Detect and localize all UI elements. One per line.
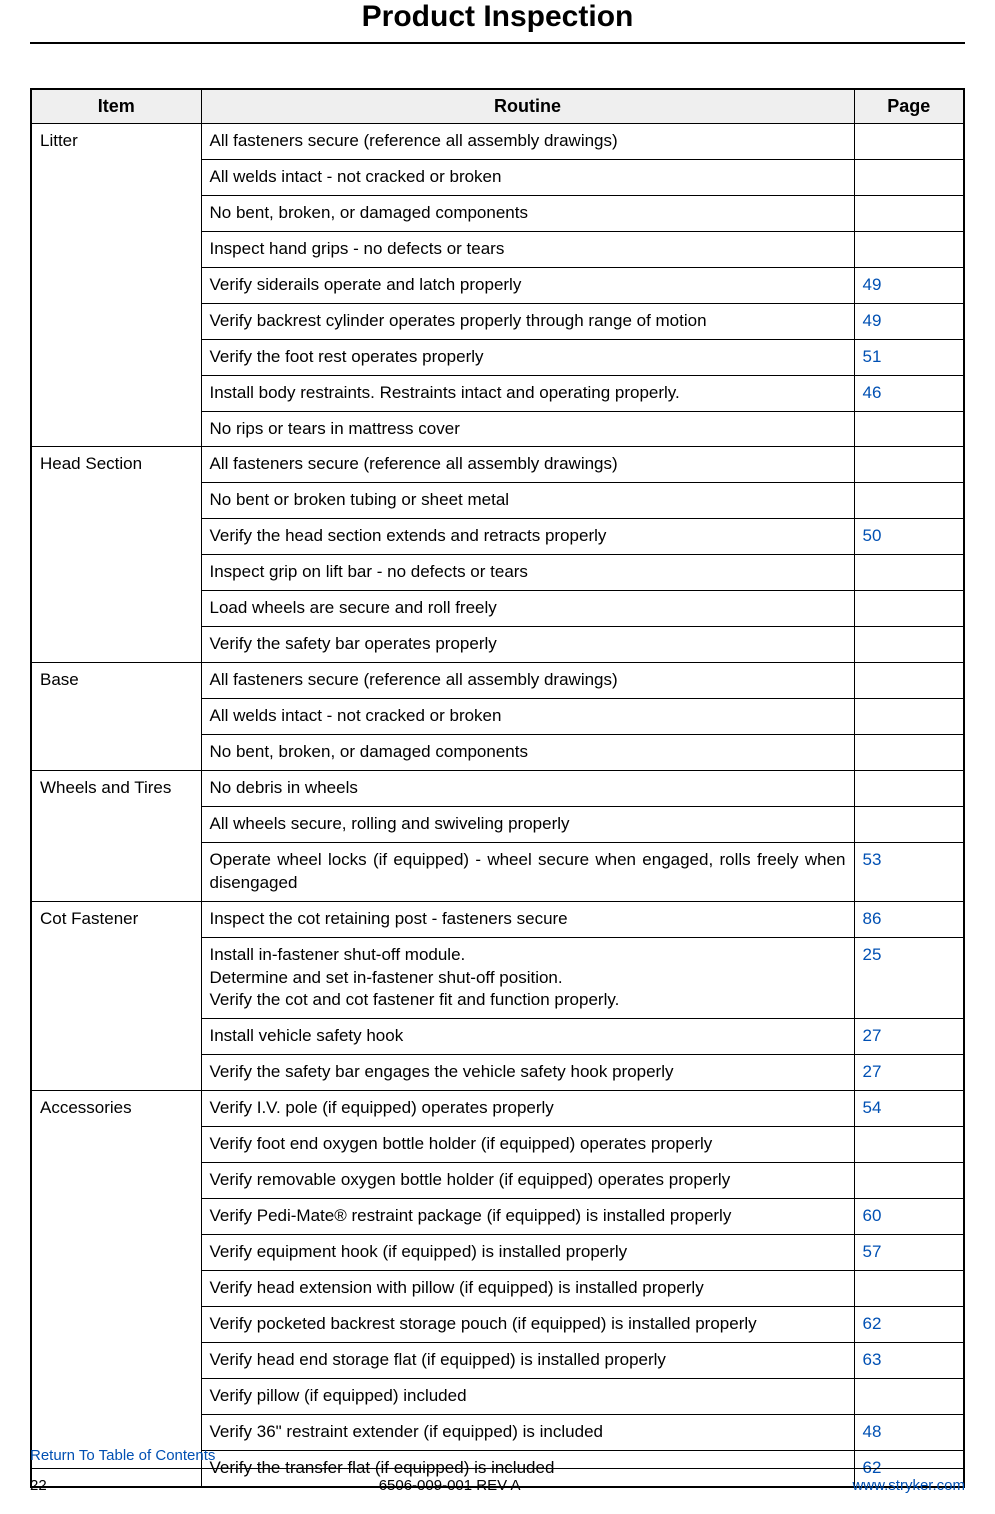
- page-cell: [854, 806, 964, 842]
- page-cell[interactable]: 54: [854, 1091, 964, 1127]
- toc-link[interactable]: Return To Table of Contents: [30, 1447, 965, 1469]
- routine-cell: Verify siderails operate and latch prope…: [201, 267, 854, 303]
- page-cell[interactable]: 63: [854, 1342, 964, 1378]
- page-cell[interactable]: 51: [854, 339, 964, 375]
- page-cell[interactable]: 86: [854, 901, 964, 937]
- routine-cell: Verify pocketed backrest storage pouch (…: [201, 1306, 854, 1342]
- routine-cell: Load wheels are secure and roll freely: [201, 591, 854, 627]
- page-cell: [854, 447, 964, 483]
- routine-cell: Inspect grip on lift bar - no defects or…: [201, 555, 854, 591]
- item-cell: Accessories: [31, 1091, 201, 1487]
- routine-cell: Verify head end storage flat (if equippe…: [201, 1342, 854, 1378]
- page-number: 22: [30, 1477, 47, 1494]
- routine-cell: No bent, broken, or damaged components: [201, 195, 854, 231]
- routine-cell: No bent, broken, or damaged components: [201, 734, 854, 770]
- page-cell[interactable]: 53: [854, 842, 964, 901]
- footer-row: 22 6506-009-001 REV A www.stryker.com: [30, 1477, 965, 1494]
- page-cell: [854, 1163, 964, 1199]
- page-footer: Return To Table of Contents 22 6506-009-…: [30, 1447, 965, 1494]
- table-row: AccessoriesVerify I.V. pole (if equipped…: [31, 1091, 964, 1127]
- page-cell: [854, 555, 964, 591]
- routine-cell: All welds intact - not cracked or broken: [201, 159, 854, 195]
- item-cell: Base: [31, 663, 201, 771]
- page-title: Product Inspection: [30, 0, 965, 42]
- page-cell: [854, 699, 964, 735]
- page-cell: [854, 1270, 964, 1306]
- routine-cell: No debris in wheels: [201, 770, 854, 806]
- page-cell: [854, 627, 964, 663]
- routine-cell: All fasteners secure (reference all asse…: [201, 447, 854, 483]
- page-cell: [854, 663, 964, 699]
- routine-cell: Verify the foot rest operates properly: [201, 339, 854, 375]
- page-cell[interactable]: 49: [854, 267, 964, 303]
- table-row: BaseAll fasteners secure (reference all …: [31, 663, 964, 699]
- page-cell: [854, 411, 964, 447]
- routine-cell: Verify Pedi-Mate® restraint package (if …: [201, 1199, 854, 1235]
- table-row: LitterAll fasteners secure (reference al…: [31, 124, 964, 160]
- routine-cell: Operate wheel locks (if equipped) - whee…: [201, 842, 854, 901]
- routine-cell: Install vehicle safety hook: [201, 1019, 854, 1055]
- item-cell: Head Section: [31, 447, 201, 663]
- page-cell[interactable]: 50: [854, 519, 964, 555]
- page-cell[interactable]: 62: [854, 1306, 964, 1342]
- routine-cell: Verify head extension with pillow (if eq…: [201, 1270, 854, 1306]
- routine-cell: All fasteners secure (reference all asse…: [201, 124, 854, 160]
- page-cell[interactable]: 27: [854, 1055, 964, 1091]
- routine-cell: All fasteners secure (reference all asse…: [201, 663, 854, 699]
- table-row: Wheels and TiresNo debris in wheels: [31, 770, 964, 806]
- page-cell[interactable]: 57: [854, 1235, 964, 1271]
- page-cell: [854, 231, 964, 267]
- routine-cell: Install in-fastener shut-off module. Det…: [201, 937, 854, 1019]
- item-cell: Cot Fastener: [31, 901, 201, 1091]
- page-cell: [854, 734, 964, 770]
- header-routine: Routine: [201, 89, 854, 124]
- page-cell: [854, 483, 964, 519]
- routine-cell: Verify I.V. pole (if equipped) operates …: [201, 1091, 854, 1127]
- routine-cell: Verify the safety bar engages the vehicl…: [201, 1055, 854, 1091]
- page-cell: [854, 195, 964, 231]
- doc-id: 6506-009-001 REV A: [379, 1477, 521, 1494]
- routine-cell: Verify foot end oxygen bottle holder (if…: [201, 1127, 854, 1163]
- table-header-row: Item Routine Page: [31, 89, 964, 124]
- footer-url[interactable]: www.stryker.com: [852, 1477, 965, 1494]
- page-cell[interactable]: 49: [854, 303, 964, 339]
- inspection-table: Item Routine Page LitterAll fasteners se…: [30, 88, 965, 1488]
- page-cell[interactable]: 48: [854, 1414, 964, 1450]
- routine-cell: No rips or tears in mattress cover: [201, 411, 854, 447]
- page-cell: [854, 159, 964, 195]
- routine-cell: Inspect the cot retaining post - fastene…: [201, 901, 854, 937]
- table-row: Head SectionAll fasteners secure (refere…: [31, 447, 964, 483]
- routine-cell: No bent or broken tubing or sheet metal: [201, 483, 854, 519]
- routine-cell: Inspect hand grips - no defects or tears: [201, 231, 854, 267]
- routine-cell: Verify equipment hook (if equipped) is i…: [201, 1235, 854, 1271]
- page-cell: [854, 1127, 964, 1163]
- page-cell[interactable]: 46: [854, 375, 964, 411]
- routine-cell: All wheels secure, rolling and swiveling…: [201, 806, 854, 842]
- header-page: Page: [854, 89, 964, 124]
- page-cell: [854, 591, 964, 627]
- routine-cell: Verify removable oxygen bottle holder (i…: [201, 1163, 854, 1199]
- page-cell[interactable]: 27: [854, 1019, 964, 1055]
- routine-cell: All welds intact - not cracked or broken: [201, 699, 854, 735]
- routine-cell: Install body restraints. Restraints inta…: [201, 375, 854, 411]
- routine-cell: Verify pillow (if equipped) included: [201, 1378, 854, 1414]
- routine-cell: Verify backrest cylinder operates proper…: [201, 303, 854, 339]
- document-page: Product Inspection Item Routine Page Lit…: [0, 0, 995, 1514]
- title-rule: [30, 42, 965, 44]
- routine-cell: Verify the head section extends and retr…: [201, 519, 854, 555]
- page-cell: [854, 124, 964, 160]
- table-row: Cot FastenerInspect the cot retaining po…: [31, 901, 964, 937]
- page-cell[interactable]: 25: [854, 937, 964, 1019]
- item-cell: Wheels and Tires: [31, 770, 201, 901]
- routine-cell: Verify 36" restraint extender (if equipp…: [201, 1414, 854, 1450]
- header-item: Item: [31, 89, 201, 124]
- routine-cell: Verify the safety bar operates properly: [201, 627, 854, 663]
- page-cell[interactable]: 60: [854, 1199, 964, 1235]
- page-cell: [854, 770, 964, 806]
- page-cell: [854, 1378, 964, 1414]
- item-cell: Litter: [31, 124, 201, 447]
